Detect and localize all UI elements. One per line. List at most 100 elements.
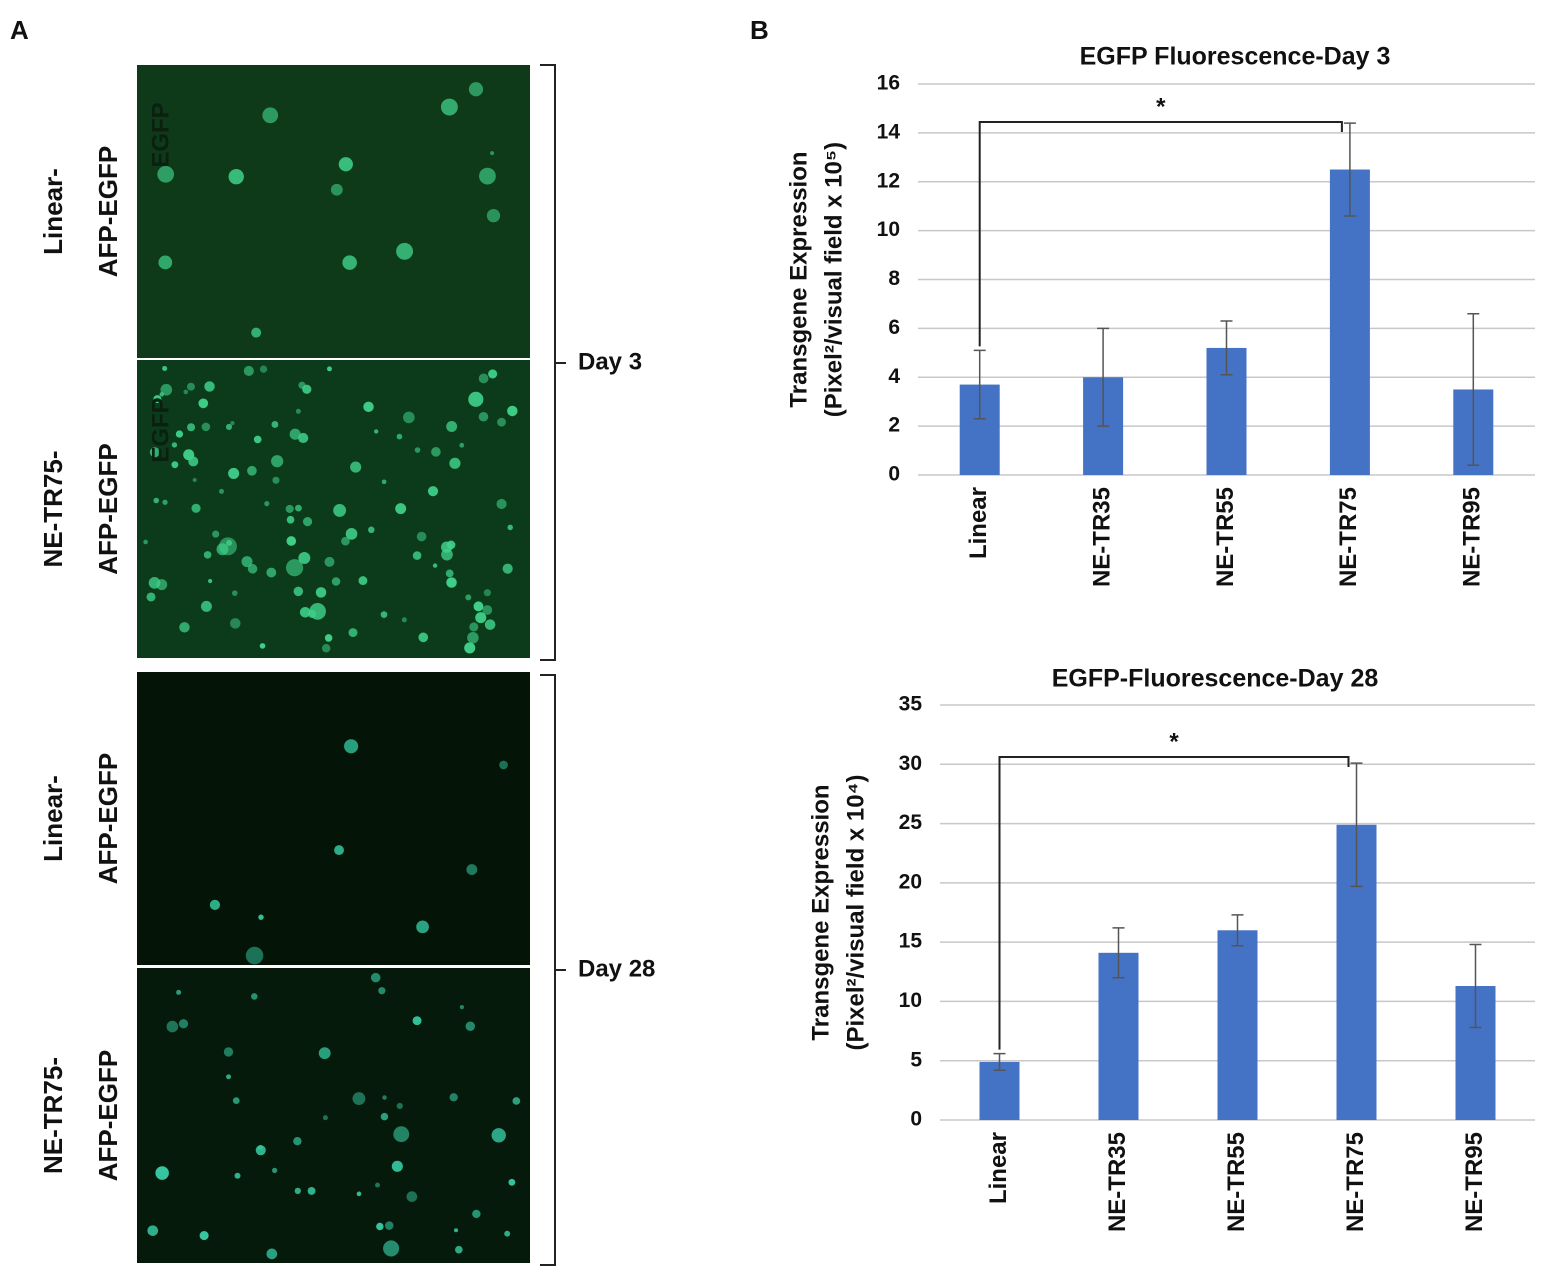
cell	[395, 503, 407, 515]
y-axis-title: (Pixel²/visual field x 10⁴)	[842, 775, 869, 1051]
cell	[449, 1093, 458, 1102]
cell	[247, 564, 258, 574]
cell	[271, 421, 279, 428]
cell	[230, 420, 235, 426]
y-axis-title: (Pixel²/visual field x 10⁵)	[820, 142, 847, 417]
cell	[143, 539, 148, 545]
cell	[318, 1047, 331, 1060]
micrograph	[137, 968, 530, 1263]
error-bar	[1097, 327, 1110, 427]
y-tick-label: 25	[899, 811, 923, 834]
cell	[155, 1166, 169, 1180]
cell	[191, 503, 201, 513]
x-tick-label: NE-TR35	[1088, 487, 1115, 587]
cell	[344, 739, 359, 754]
cell	[486, 208, 501, 223]
y-tick-label: 6	[888, 316, 900, 339]
cell	[512, 1097, 521, 1105]
cell	[393, 1126, 410, 1143]
cell	[200, 600, 212, 612]
cell	[334, 845, 344, 856]
cell	[245, 946, 264, 965]
cell	[251, 327, 262, 338]
cell	[383, 1240, 400, 1257]
y-tick-label: 35	[899, 693, 923, 716]
cell	[330, 183, 343, 196]
y-axis-title: Transgene Expression	[807, 784, 834, 1040]
cell	[201, 422, 211, 432]
y-tick-label: 2	[888, 414, 900, 437]
cell	[396, 1102, 403, 1110]
bracket	[540, 674, 566, 1266]
bar	[979, 1061, 1020, 1120]
cell	[225, 423, 233, 430]
cell	[475, 612, 487, 624]
y-tick-label: 15	[899, 930, 923, 953]
cell	[376, 1222, 384, 1231]
bar	[1329, 169, 1370, 475]
cell	[175, 430, 184, 438]
cell	[331, 577, 341, 586]
cell	[496, 498, 507, 510]
cell	[440, 98, 458, 116]
cell	[432, 563, 438, 568]
cell	[502, 563, 513, 574]
cell	[504, 1230, 511, 1237]
cell	[157, 165, 175, 183]
cell	[466, 864, 478, 876]
cell	[219, 488, 224, 494]
x-tick-label: NE-TR75	[1342, 1132, 1369, 1232]
cell	[384, 1221, 394, 1230]
cell	[231, 590, 238, 597]
cell	[146, 592, 156, 602]
cell	[396, 242, 414, 260]
error-bar	[1343, 122, 1356, 217]
micrograph	[137, 65, 530, 358]
cell	[186, 382, 195, 391]
cell	[446, 421, 458, 432]
cell	[187, 423, 196, 432]
cell	[159, 392, 164, 397]
cell	[446, 577, 457, 588]
error-bar	[1467, 312, 1480, 466]
row-label: NE-TR75-	[38, 1057, 68, 1174]
cell	[226, 1074, 232, 1080]
cell	[241, 556, 253, 568]
x-tick-label: NE-TR35	[1104, 1132, 1131, 1232]
error-bar	[1469, 943, 1482, 1029]
cell	[406, 1191, 418, 1202]
y-tick-label: 4	[888, 365, 900, 388]
cell	[507, 405, 518, 417]
cell	[459, 442, 465, 448]
cell	[401, 617, 407, 623]
cell	[294, 1187, 301, 1195]
cell	[264, 501, 270, 507]
cell	[370, 972, 381, 983]
cell	[178, 1019, 189, 1029]
cell	[499, 760, 508, 770]
cell	[266, 1248, 278, 1260]
cell	[286, 515, 295, 524]
y-tick-label: 0	[888, 463, 900, 486]
cell	[412, 1016, 422, 1026]
y-axis-title: Transgene Expression	[785, 151, 812, 407]
bar	[1217, 930, 1258, 1120]
cell	[416, 920, 429, 934]
row-label: AFP-EGFP	[93, 753, 123, 884]
cell	[158, 255, 173, 270]
cell	[298, 552, 311, 564]
cell	[258, 914, 264, 920]
cell	[345, 528, 358, 540]
cell	[352, 1092, 366, 1106]
cell	[272, 476, 280, 484]
cell	[507, 524, 513, 531]
significance-bracket	[998, 756, 1350, 1050]
cell	[286, 536, 297, 546]
cell	[368, 526, 375, 534]
cell	[396, 433, 403, 440]
cell	[188, 456, 199, 467]
row-label: Linear-	[38, 775, 68, 862]
y-tick-label: 10	[877, 218, 900, 241]
y-tick-label: 10	[899, 989, 922, 1012]
